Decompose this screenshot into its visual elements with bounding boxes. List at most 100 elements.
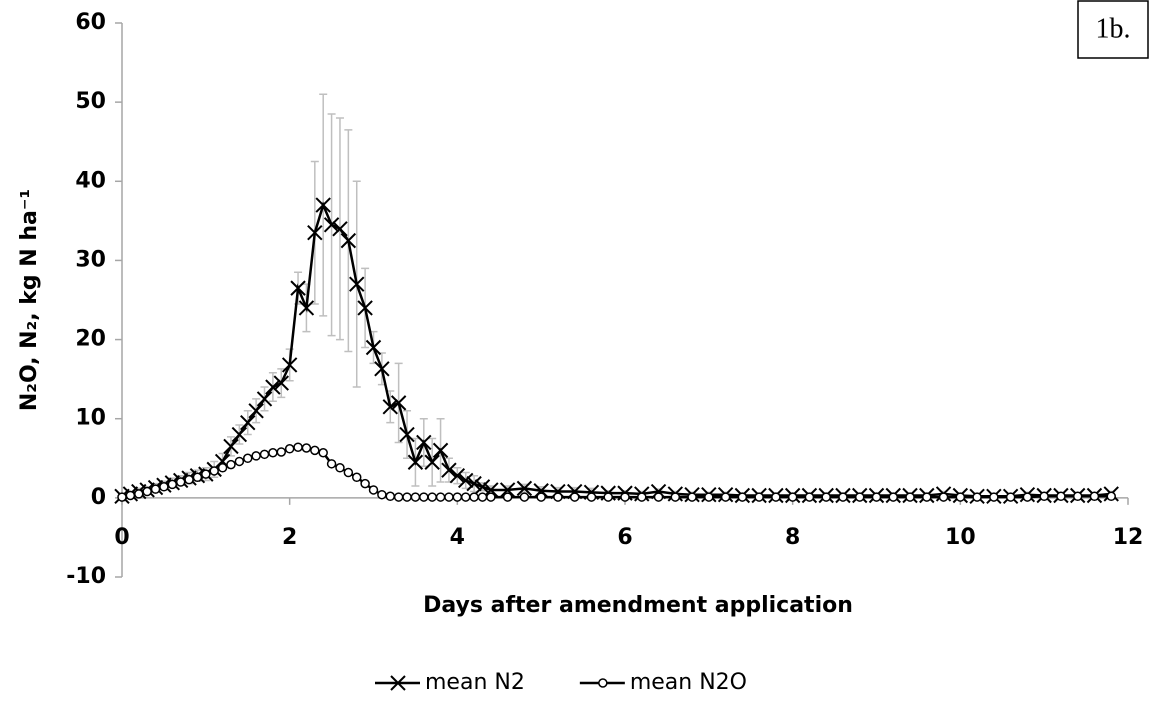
- marker-circle: [519, 492, 530, 502]
- marker-circle: [427, 492, 437, 502]
- marker-circle: [704, 492, 714, 502]
- marker-circle: [637, 492, 647, 502]
- marker-x: [374, 361, 390, 377]
- marker-circle: [787, 492, 798, 502]
- marker-circle: [938, 492, 949, 502]
- y-tick-label: -10: [66, 564, 106, 589]
- marker-circle: [125, 490, 136, 501]
- marker-circle: [737, 492, 748, 502]
- marker-circle: [117, 492, 127, 502]
- marker-circle: [175, 477, 186, 487]
- marker-circle: [477, 492, 488, 502]
- marker-circle: [771, 492, 781, 502]
- marker-circle: [217, 463, 228, 473]
- marker-circle: [469, 492, 479, 502]
- marker-circle: [226, 459, 236, 470]
- y-tick-label: 10: [75, 406, 106, 431]
- marker-circle: [1089, 491, 1100, 502]
- marker-circle: [502, 492, 513, 502]
- x-axis-label: Days after amendment application: [423, 593, 853, 618]
- marker-x: [474, 479, 491, 495]
- marker-x: [349, 276, 365, 292]
- marker-circle: [234, 456, 245, 467]
- marker-circle: [754, 492, 764, 502]
- marker-circle: [603, 492, 613, 502]
- marker-circle: [871, 492, 882, 502]
- marker-circle: [586, 492, 597, 502]
- marker-circle: [972, 492, 982, 502]
- y-tick-label: 40: [75, 168, 106, 193]
- marker-circle: [653, 492, 664, 502]
- marker-circle: [854, 492, 865, 502]
- marker-x: [315, 197, 331, 213]
- marker-circle: [905, 492, 915, 502]
- marker-x: [432, 442, 449, 459]
- marker-circle: [284, 444, 295, 454]
- marker-x: [466, 475, 482, 492]
- marker-circle: [1005, 492, 1016, 502]
- marker-circle: [167, 479, 178, 490]
- x-tick-label: 0: [114, 525, 129, 550]
- marker-circle: [486, 492, 496, 502]
- marker-circle: [335, 463, 345, 473]
- marker-circle: [276, 447, 287, 457]
- y-tick-label: 0: [91, 485, 106, 510]
- marker-circle: [393, 492, 404, 502]
- x-tick-label: 2: [282, 525, 297, 550]
- y-tick-label: 20: [75, 327, 106, 352]
- marker-x: [323, 217, 340, 233]
- marker-circle: [310, 445, 320, 456]
- marker-circle: [150, 484, 161, 494]
- marker-x: [357, 300, 373, 316]
- marker-circle: [804, 492, 815, 502]
- marker-circle: [536, 492, 546, 502]
- marker-circle: [955, 492, 966, 502]
- y-tick-label: 30: [75, 247, 106, 272]
- marker-circle: [452, 492, 463, 502]
- x-tick-label: 6: [617, 525, 632, 550]
- marker-x: [382, 399, 398, 415]
- x-tick-label: 10: [945, 525, 976, 550]
- marker-x: [240, 414, 256, 431]
- marker-x: [298, 300, 315, 316]
- marker-circle: [201, 469, 211, 479]
- x-tick-label: 4: [450, 525, 465, 550]
- marker-circle: [888, 492, 899, 502]
- marker-circle: [419, 492, 429, 502]
- marker-circle: [989, 492, 999, 502]
- y-tick-label: 60: [75, 10, 106, 35]
- marker-circle: [385, 491, 396, 502]
- marker-circle: [243, 453, 253, 464]
- marker-x: [499, 482, 516, 498]
- x-tick-label: 8: [785, 525, 800, 550]
- marker-x: [441, 462, 457, 478]
- marker-circle: [268, 447, 278, 458]
- marker-circle: [1056, 491, 1066, 502]
- marker-x: [332, 221, 348, 237]
- marker-circle: [259, 449, 270, 460]
- marker-circle: [1022, 492, 1033, 502]
- marker-circle: [377, 489, 387, 500]
- marker-circle: [460, 492, 471, 502]
- marker-x: [458, 472, 474, 489]
- marker-circle: [1072, 491, 1083, 502]
- marker-x: [281, 357, 298, 373]
- x-tick-label: 12: [1113, 525, 1144, 550]
- marker-circle: [444, 492, 454, 502]
- marker-circle: [142, 486, 152, 497]
- marker-circle: [687, 492, 697, 502]
- annotation-box: [1077, 0, 1149, 59]
- marker-circle: [402, 492, 412, 502]
- marker-circle: [351, 472, 362, 483]
- marker-circle: [838, 492, 848, 502]
- marker-circle: [410, 492, 421, 502]
- marker-x: [231, 426, 248, 443]
- marker-x: [256, 391, 273, 407]
- legend-marker: [598, 678, 608, 688]
- marker-circle: [1039, 491, 1049, 502]
- marker-x: [390, 395, 407, 411]
- y-axis-label: N₂O, N₂, kg N ha⁻¹: [17, 189, 42, 411]
- marker-circle: [159, 482, 169, 492]
- marker-x: [273, 375, 289, 391]
- marker-circle: [922, 492, 932, 502]
